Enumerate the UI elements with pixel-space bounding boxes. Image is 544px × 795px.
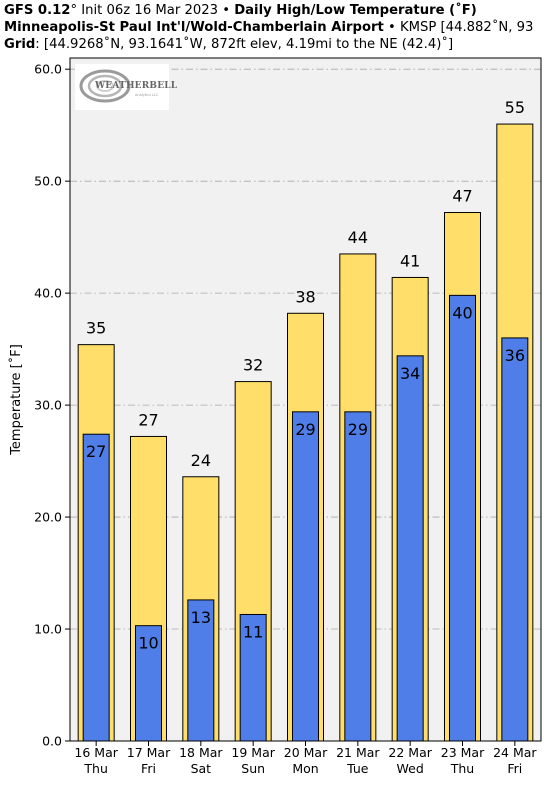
low-bar (501, 337, 529, 742)
plot-frame (69, 57, 542, 742)
x-tick-label: 24 Mar (493, 745, 537, 760)
x-weekday-label: Thu (450, 761, 474, 776)
init-time: Init 06z 16 Mar 2023 • (77, 3, 235, 18)
low-label: 10 (138, 634, 158, 653)
low-label: 34 (400, 364, 420, 383)
x-tick-label: 17 Mar (127, 745, 171, 760)
low-label: 13 (191, 608, 211, 627)
low-label: 29 (348, 420, 368, 439)
x-weekday-label: Thu (83, 761, 107, 776)
grid-info: : [44.9268˚N, 93.1641˚W, 872ft elev, 4.1… (35, 37, 454, 52)
x-tick-label: 20 Mar (284, 745, 328, 760)
low-bar (82, 433, 110, 742)
x-weekday-label: Mon (292, 761, 318, 776)
y-tick-label: 10.0 (34, 622, 62, 637)
y-tick-label: 0.0 (42, 734, 62, 749)
high-label: 27 (138, 410, 158, 429)
high-label: 47 (452, 187, 472, 206)
high-label: 38 (295, 287, 315, 306)
x-tick-label: 18 Mar (179, 745, 223, 760)
x-weekday-label: Fri (507, 761, 522, 776)
station-code: • KMSP [44.882˚N, 93 (383, 20, 534, 35)
low-label: 36 (505, 346, 525, 365)
y-tick-label: 30.0 (34, 398, 62, 413)
low-bar (344, 411, 372, 742)
x-weekday-label: Sun (241, 761, 265, 776)
y-tick-label: 60.0 (34, 62, 62, 77)
x-tick-label: 16 Mar (74, 745, 118, 760)
high-label: 44 (348, 228, 368, 247)
low-label: 29 (295, 420, 315, 439)
weatherbell-logo: WEATHERBELL Analytics LLC (75, 64, 177, 110)
grid-label: Grid (4, 37, 36, 52)
high-label: 32 (243, 356, 263, 375)
high-label: 55 (505, 98, 525, 117)
x-tick-label: 23 Mar (441, 745, 485, 760)
swirl-icon (79, 69, 131, 103)
header-line-2: Minneapolis-St Paul Int'l/Wold-Chamberla… (4, 19, 533, 36)
low-bar (292, 411, 319, 742)
x-weekday-label: Fri (141, 761, 156, 776)
low-bar (239, 613, 267, 742)
x-tick-label: 19 Mar (231, 745, 275, 760)
low-bar (396, 355, 424, 742)
y-tick-label: 20.0 (34, 510, 62, 525)
x-weekday-label: Tue (346, 761, 369, 776)
product-title: Daily High/Low Temperature (˚F) (234, 3, 477, 18)
logo-subtext: Analytics LLC (135, 93, 159, 97)
high-label: 35 (86, 319, 106, 338)
low-bar (135, 625, 162, 742)
x-weekday-label: Wed (397, 761, 424, 776)
low-label: 11 (243, 622, 263, 641)
high-label: 41 (400, 251, 420, 270)
model-name: GFS 0.12 (4, 3, 71, 18)
x-tick-label: 21 Mar (336, 745, 380, 760)
low-bar (449, 294, 476, 742)
y-axis-label: Temperature [˚F] (8, 344, 24, 456)
x-tick-label: 22 Mar (388, 745, 432, 760)
header-line-1: GFS 0.12° Init 06z 16 Mar 2023 • Daily H… (4, 2, 477, 19)
low-label: 27 (86, 442, 106, 461)
logo-text: WEATHERBELL (95, 81, 178, 91)
y-tick-label: 50.0 (34, 174, 62, 189)
y-tick-label: 40.0 (34, 286, 62, 301)
low-bar (187, 599, 215, 742)
low-label: 40 (452, 303, 472, 322)
header-line-3: Grid: [44.9268˚N, 93.1641˚W, 872ft elev,… (4, 36, 453, 53)
high-label: 24 (191, 451, 211, 470)
x-weekday-label: Sat (191, 761, 212, 776)
degree-symbol: ° (70, 3, 78, 18)
station-name: Minneapolis-St Paul Int'l/Wold-Chamberla… (4, 20, 384, 35)
